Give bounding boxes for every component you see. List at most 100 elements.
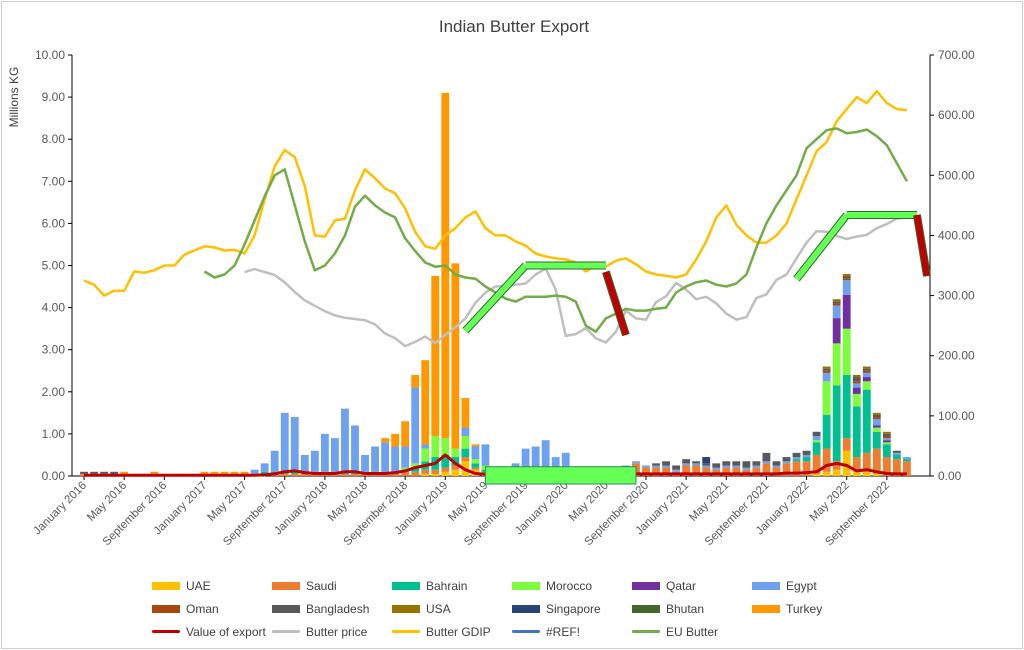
bar-uae — [822, 471, 831, 476]
bar-egypt — [852, 383, 861, 388]
bar-morocco — [842, 328, 851, 375]
legend-row: Oman Bangladesh USA Singapore Bhutan Turkey — [152, 597, 872, 620]
legend-swatch — [512, 604, 540, 613]
bar-turkey — [471, 444, 480, 447]
bar-egypt — [290, 417, 299, 472]
y2-tick-label: 600.00 — [938, 108, 975, 122]
bar-saudi — [391, 473, 400, 476]
legend-label: USA — [426, 601, 451, 616]
bar-oman — [862, 370, 871, 373]
bar-saudi — [882, 457, 891, 476]
bar-bangladesh — [742, 461, 751, 468]
y-tick-label: 7.00 — [42, 174, 66, 188]
bar-turkey — [421, 360, 430, 445]
bar-saudi — [451, 465, 460, 470]
bar-uae — [431, 473, 440, 476]
bar-bahrain — [903, 459, 911, 462]
bar-turkey — [230, 471, 239, 474]
bar-bahrain — [852, 406, 861, 458]
y-tick-label: 0.00 — [42, 469, 66, 483]
bar-egypt — [300, 454, 309, 472]
bar-qatar — [832, 318, 841, 344]
bar-egypt — [421, 444, 430, 449]
bar-egypt — [792, 457, 801, 460]
y-tick-label: 8.00 — [42, 132, 66, 146]
legend-item: Bahrain — [392, 579, 512, 593]
bar-egypt — [371, 446, 379, 472]
bar-egypt — [702, 465, 711, 468]
bar-egypt — [461, 427, 470, 437]
bar-egypt — [270, 450, 279, 472]
bar-morocco — [411, 463, 420, 468]
legend-row: Value of export Butter price Butter GDIP #R… — [152, 620, 872, 643]
bar-egypt — [842, 280, 851, 295]
bar-morocco — [471, 459, 480, 464]
bar-uae — [441, 471, 450, 476]
bar-saudi — [471, 467, 480, 470]
bar-egypt — [752, 465, 761, 468]
legend-item: Oman — [152, 602, 272, 616]
chart-title: Indian Butter Export — [439, 17, 590, 36]
bar-bangladesh — [692, 461, 701, 464]
bar-egypt — [772, 465, 781, 468]
legend-swatch — [272, 630, 300, 633]
bar-saudi — [401, 471, 410, 476]
legend-swatch — [152, 604, 180, 613]
bar-qatar — [842, 294, 851, 329]
bar-saudi — [461, 457, 470, 462]
bar-egypt — [892, 452, 901, 455]
bar-turkey — [200, 471, 209, 474]
bar-saudi — [782, 463, 791, 476]
legend-label: Bahrain — [426, 578, 468, 593]
legend-swatch — [272, 604, 300, 613]
legend-label: Qatar — [666, 578, 697, 593]
legend-item: Butter GDIP — [392, 625, 512, 639]
bar-saudi — [903, 461, 911, 476]
bar-bahrain — [411, 467, 420, 472]
bar-egypt — [391, 446, 400, 472]
bar-saudi — [682, 465, 691, 476]
bar-bahrain — [822, 414, 831, 449]
bar-egypt — [822, 372, 831, 382]
y-tick-label: 1.00 — [42, 427, 66, 441]
y-tick-label: 4.00 — [42, 301, 66, 315]
bar-egypt — [411, 387, 420, 464]
bar-egypt — [471, 446, 480, 460]
bar-bangladesh — [772, 461, 781, 466]
bar-bahrain — [842, 374, 851, 439]
bar-morocco — [441, 438, 450, 455]
bar-morocco — [822, 381, 831, 415]
line-butter-gdip — [83, 89, 908, 297]
bar-morocco — [832, 343, 841, 386]
bar-saudi — [792, 461, 801, 476]
legend-item: EU Butter — [632, 625, 752, 639]
bar-bahrain — [802, 457, 811, 462]
bar-bangladesh — [892, 450, 901, 453]
bar-usa — [842, 273, 851, 277]
legend-item: Bangladesh — [272, 602, 392, 616]
bar-bahrain — [812, 442, 821, 455]
legend-label: Butter GDIP — [426, 624, 491, 639]
plot-area: 0.00 1.00 2.00 3.00 4.00 5.00 6.00 7.00 8.00 9.00… — [31, 48, 975, 548]
bar-morocco — [862, 381, 871, 390]
bar-egypt — [762, 461, 771, 464]
bar-bangladesh — [712, 463, 721, 468]
bar-bangladesh — [652, 463, 660, 466]
legend-swatch — [392, 604, 420, 613]
bar-qatar — [882, 440, 891, 443]
legend-label: Butter price — [306, 624, 368, 639]
bar-uae — [812, 473, 821, 476]
bar-oman — [852, 381, 861, 384]
bar-bahrain — [872, 431, 881, 449]
bar-egypt — [320, 433, 329, 472]
bar-saudi — [642, 467, 650, 476]
bar-morocco — [852, 393, 861, 407]
bar-saudi — [852, 457, 861, 470]
chart-svg: Indian Butter Export Millions KG 0.00 1.0… — [7, 17, 975, 548]
bar-turkey — [391, 433, 400, 447]
bar-uae — [852, 469, 861, 476]
legend: UAE Saudi Bahrain Morocco Qatar Egypt Oman Bang… — [152, 574, 872, 643]
legend-swatch — [152, 581, 180, 590]
bar-egypt — [862, 372, 871, 378]
legend-swatch — [752, 581, 780, 590]
